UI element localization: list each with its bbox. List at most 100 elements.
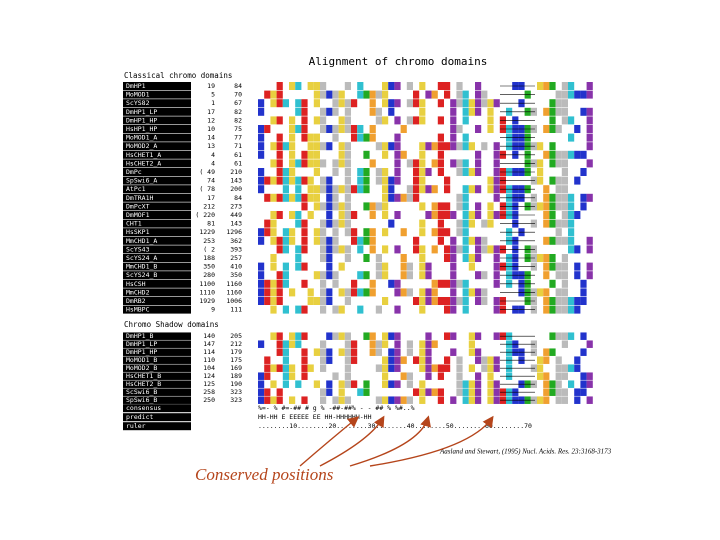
residue-block [375,107,382,116]
residue-block [326,236,333,245]
residue-block [468,211,475,219]
residue-block [344,176,351,185]
residue-block [462,228,469,237]
residue-block [555,90,562,99]
row-start: 280 [203,271,215,279]
residue-block [555,159,562,168]
residue-block [425,332,432,340]
residue-block [326,348,333,356]
residue-block [468,168,475,176]
residue-block [537,372,544,380]
residue-block [400,372,407,380]
residue-block [462,90,469,99]
row-end: 190 [230,380,242,388]
residue-block [431,364,438,372]
residue-block [258,150,265,159]
residue-block [258,185,265,194]
residue-block [425,364,432,372]
residue-block [462,254,469,262]
row-name: DmPc [126,168,142,176]
residue-block [295,185,302,194]
residue-block [344,193,351,202]
residue-block [351,211,358,219]
residue-block [301,116,308,125]
residue-block [468,364,475,372]
row-start: 1100 [199,280,215,288]
residue-block [351,125,358,133]
residue-block [313,236,320,245]
residue-block [344,116,351,125]
residue-block [282,185,289,194]
residue-block [437,159,444,168]
residue-block [326,388,333,396]
row-end: 111 [230,306,242,314]
residue-block [549,159,556,168]
residue-block [568,364,575,372]
residue-block [568,297,575,305]
residue-block [475,107,482,116]
residue-block [301,305,308,314]
name-cell [123,142,191,151]
residue-block [475,380,482,388]
residue-block [574,90,581,99]
residue-block [344,168,351,176]
residue-block [549,332,556,340]
residue-block [543,202,550,211]
residue-block [332,202,339,211]
residue-block [437,116,444,125]
residue-block [450,142,457,151]
residue-block [295,159,302,168]
residue-block [462,193,469,202]
residue-block [493,176,500,185]
section-label: Chromo Shadow domains [124,320,219,329]
row-name: MmCHD2 [126,288,150,296]
residue-block [295,262,302,271]
residue-block [394,116,401,125]
name-cell [123,332,191,340]
residue-block [282,372,289,380]
residue-block [270,176,277,185]
residue-block [295,245,302,254]
row-start: 104 [203,364,215,372]
residue-block [487,99,494,108]
residue-block [487,202,494,211]
residue-block [450,297,457,305]
row-end: 61 [234,159,242,167]
residue-block [357,82,364,90]
residue-block [369,107,376,116]
row-name: DmHP1_HP [126,116,157,124]
residue-block [481,142,488,151]
residue-block [444,245,451,254]
residue-block [462,396,469,404]
residue-block [338,202,345,211]
row-start: 19 [207,82,215,90]
residue-block [394,176,401,185]
row-name: HsCHET1_B [126,372,161,380]
residue-block [487,116,494,125]
residue-block [363,254,370,262]
row-start: 110 [203,356,215,364]
residue-block [419,185,426,194]
residue-block [561,219,568,228]
residue-block [444,356,451,364]
residue-block [549,262,556,271]
residue-block [413,193,420,202]
residue-block [332,159,339,168]
residue-block [568,116,575,125]
residue-block [301,219,308,228]
residue-block [568,202,575,211]
residue-block [320,279,327,288]
residue-block [493,388,500,396]
residue-block [493,262,500,271]
residue-block [555,107,562,116]
residue-block [549,99,556,108]
row-start: 81 [207,220,215,228]
residue-block [307,364,314,372]
name-cell [123,422,191,431]
residue-block [375,262,382,271]
residue-block [382,364,389,372]
residue-block [468,288,475,297]
residue-block [394,99,401,108]
residue-block [313,90,320,99]
residue-block [475,150,482,159]
